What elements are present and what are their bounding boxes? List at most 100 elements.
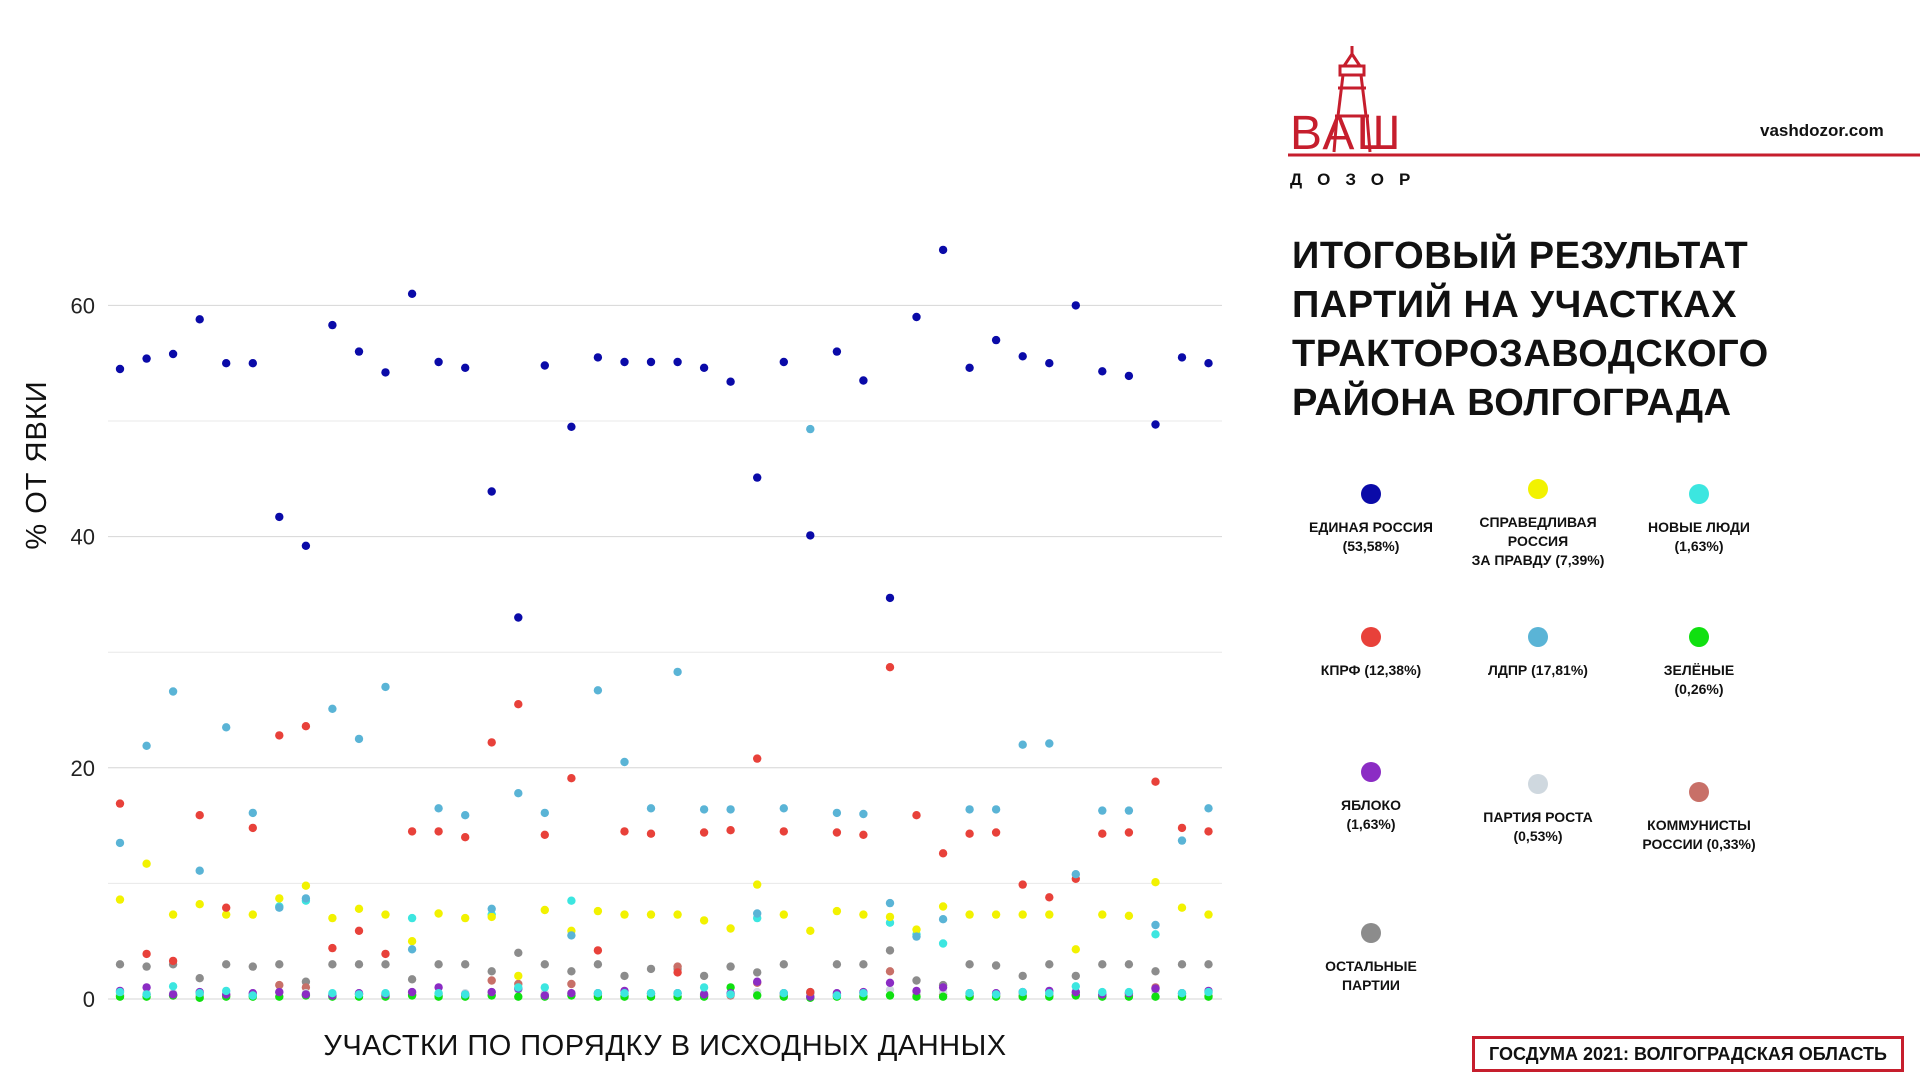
- point-sr: [699, 916, 709, 925]
- legend-item-ur: ЕДИНАЯ РОССИЯ (53,58%): [1281, 484, 1461, 556]
- legend-percent-green: (0,26%): [1674, 681, 1724, 697]
- point-ldpr: [646, 804, 656, 813]
- point-ur: [965, 363, 974, 372]
- point-sr: [301, 881, 311, 890]
- point-ur: [142, 354, 151, 363]
- logo-subtext: ДОЗОР: [1290, 170, 1426, 189]
- legend-marker-other: [1361, 923, 1381, 943]
- point-ldpr: [859, 809, 868, 819]
- point-ldpr: [115, 838, 125, 848]
- y-tick-label: 20: [71, 756, 95, 781]
- point-sr: [991, 910, 1001, 919]
- point-ur: [540, 361, 549, 370]
- point-other: [461, 960, 470, 969]
- point-kprf: [461, 833, 470, 842]
- point-nl: [222, 986, 231, 996]
- point-kprf: [699, 828, 709, 837]
- point-ur: [168, 349, 178, 359]
- point-sr: [1151, 878, 1160, 887]
- point-kprf: [115, 799, 125, 808]
- point-ur: [646, 357, 656, 367]
- point-nl: [1071, 982, 1081, 991]
- point-sr: [620, 910, 629, 919]
- point-sr: [726, 924, 735, 933]
- point-nl: [1204, 987, 1213, 997]
- point-ldpr: [461, 811, 470, 820]
- y-tick-label: 60: [71, 293, 95, 318]
- site-link[interactable]: vashdozor.com: [1760, 121, 1884, 140]
- point-ur: [699, 363, 709, 372]
- point-sr: [514, 971, 523, 981]
- point-kprf: [328, 943, 337, 953]
- point-kprf: [991, 828, 1001, 837]
- point-nl: [248, 991, 257, 1000]
- point-ldpr: [434, 804, 443, 813]
- point-kprf: [514, 700, 523, 709]
- point-sr: [222, 910, 231, 919]
- legend-label-other: ОСТАЛЬНЫЕ: [1325, 958, 1417, 974]
- point-ldpr: [593, 686, 603, 695]
- point-sr: [593, 906, 603, 916]
- point-ur: [1177, 353, 1187, 362]
- point-ldpr: [540, 808, 549, 818]
- point-yabloko: [301, 990, 311, 999]
- data-points: [115, 245, 1213, 1002]
- point-nl: [965, 989, 974, 998]
- point-ur: [779, 357, 788, 367]
- legend-marker-green: [1689, 627, 1709, 647]
- point-nl: [1124, 987, 1134, 997]
- point-ldpr: [991, 805, 1001, 814]
- point-ur: [381, 368, 390, 377]
- point-kprf: [646, 829, 656, 838]
- point-green: [1151, 992, 1160, 1001]
- footer-badge: ГОСДУМА 2021: ВОЛГОГРАДСКАЯ ОБЛАСТЬ: [1472, 1036, 1904, 1072]
- point-sr: [328, 913, 337, 923]
- point-nl: [832, 991, 842, 1000]
- legend-label-sr: СПРАВЕДЛИВАЯ РОССИЯ: [1479, 514, 1597, 549]
- point-nl: [461, 990, 470, 999]
- point-ur: [248, 359, 257, 368]
- legend-percent-other: ПАРТИИ: [1341, 977, 1400, 993]
- point-sr: [248, 910, 257, 919]
- legend-marker-rost: [1528, 774, 1548, 794]
- point-yabloko: [434, 983, 443, 992]
- legend-item-sr: СПРАВЕДЛИВАЯ РОССИЯ ЗА ПРАВДУ (7,39%): [1448, 479, 1628, 570]
- point-kprf: [593, 946, 603, 955]
- point-kprf: [1204, 827, 1213, 836]
- point-ur: [1018, 352, 1027, 361]
- point-other: [1151, 967, 1160, 976]
- legend-percent-yabloko: (1,63%): [1346, 816, 1396, 832]
- point-yabloko: [540, 991, 549, 1000]
- point-kprf: [168, 956, 178, 966]
- point-yabloko: [1151, 984, 1160, 993]
- point-kr: [487, 976, 496, 985]
- point-ur: [885, 593, 895, 603]
- point-kprf: [965, 829, 974, 838]
- point-ur: [1151, 420, 1160, 429]
- point-ur: [222, 359, 231, 368]
- point-nl: [673, 989, 682, 998]
- point-ur: [1045, 359, 1054, 368]
- point-sr: [1124, 911, 1134, 920]
- point-ldpr: [248, 808, 257, 818]
- point-ldpr: [806, 424, 815, 434]
- point-ur: [912, 312, 921, 322]
- point-yabloko: [938, 983, 948, 992]
- point-sr: [540, 905, 549, 915]
- point-ur: [434, 357, 443, 367]
- point-kprf: [726, 826, 735, 835]
- point-sr: [832, 906, 842, 916]
- point-ldpr: [753, 909, 762, 918]
- point-kprf: [407, 827, 417, 836]
- point-nl: [381, 989, 390, 998]
- point-other: [753, 968, 762, 977]
- point-other: [593, 960, 603, 969]
- point-yabloko: [275, 987, 284, 997]
- point-other: [142, 962, 151, 971]
- point-ldpr: [514, 789, 523, 798]
- point-ur: [1204, 359, 1213, 368]
- point-nl: [434, 989, 443, 998]
- point-nl: [1045, 989, 1054, 998]
- point-kprf: [1177, 823, 1187, 833]
- point-ldpr: [275, 903, 284, 912]
